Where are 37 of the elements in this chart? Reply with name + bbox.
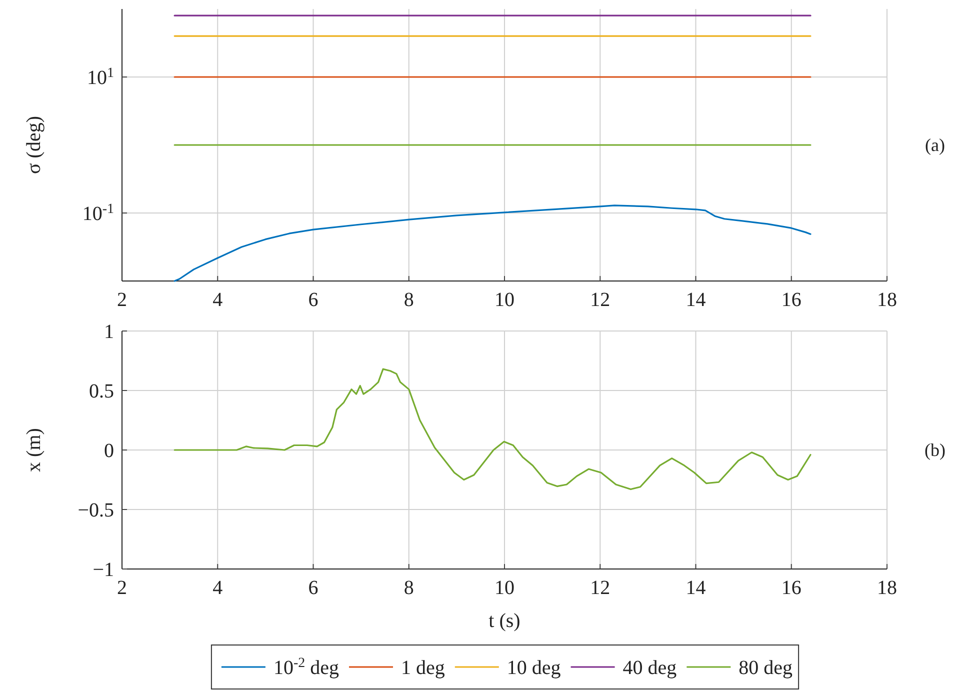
x-axis-title: t (s) (488, 610, 520, 632)
legend-label: 10$^{-2}$ deg (273, 656, 339, 679)
text: (a) (925, 135, 945, 155)
x-tick-label: 10 (494, 289, 514, 311)
x-tick-label: 2 (117, 289, 127, 311)
text: (b) (924, 440, 946, 460)
x-tick-label: 14 (686, 577, 706, 599)
y-tick-label: −0.5 (78, 500, 114, 522)
x-tick-label: 6 (308, 577, 318, 599)
y-tick-label: −1 (92, 559, 114, 581)
x-tick-label: 4 (212, 289, 223, 311)
x-tick-label: 10 (494, 577, 514, 599)
x-tick-label: 4 (212, 577, 223, 599)
x-tick-label: 2 (117, 577, 127, 599)
x-tick-label: 18 (877, 577, 897, 599)
line-series (174, 368, 812, 490)
y-axis-title: σ (deg) (23, 116, 45, 174)
legend-label: 10 deg (506, 657, 561, 679)
y-tick-label: 1 (104, 321, 114, 343)
x-tick-label: 12 (590, 289, 610, 311)
x-tick-label: 8 (404, 289, 414, 311)
y-tick-label: 0.5 (89, 380, 114, 402)
y-tick-label: 10$^{-1}$ (82, 202, 114, 225)
y-tick-label: 10$^{1}$ (87, 66, 114, 89)
x-tick-label: 6 (308, 289, 318, 311)
line-series (174, 204, 812, 282)
x-tick-label: 8 (404, 577, 414, 599)
legend-label: 40 deg (622, 657, 677, 679)
legend-label: 1 deg (401, 657, 445, 679)
x-tick-label: 14 (686, 289, 706, 311)
x-tick-label: 16 (781, 289, 802, 311)
x-tick-label: 18 (877, 289, 897, 311)
y-tick-label: 0 (104, 440, 114, 462)
x-tick-label: 16 (781, 577, 802, 599)
x-tick-label: 12 (590, 577, 610, 599)
legend-label: 80 deg (738, 657, 793, 679)
y-axis-title: x (m) (23, 428, 45, 472)
